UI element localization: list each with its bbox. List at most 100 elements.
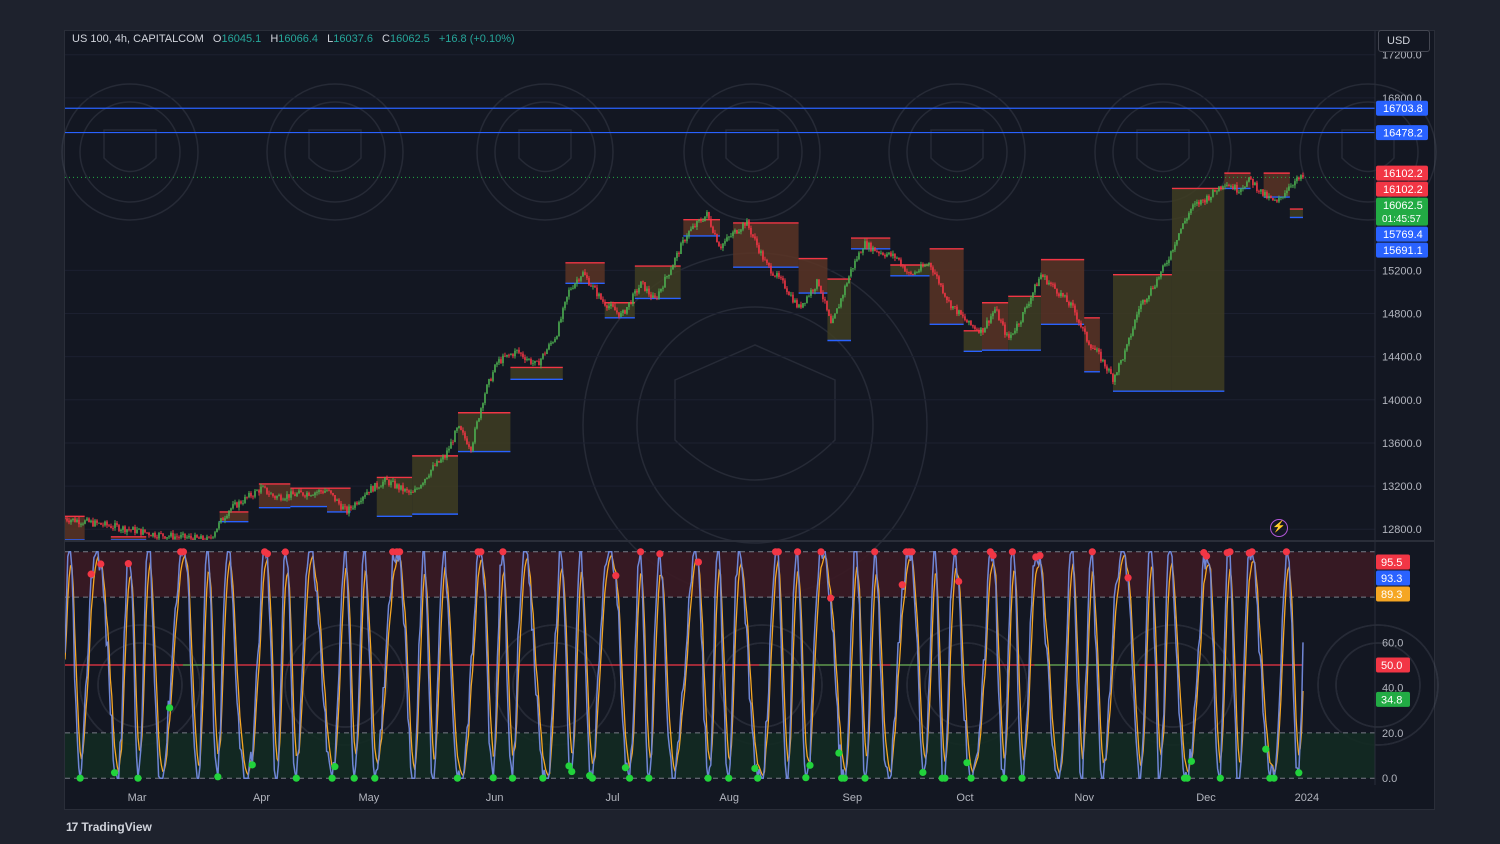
candle-body	[1160, 271, 1162, 278]
time-axis[interactable]: Mar Apr May Jun Jul Aug Sep Oct Nov Dec 2024	[128, 792, 1320, 804]
currency-button[interactable]: USD	[1378, 30, 1430, 52]
candle-body	[154, 532, 156, 538]
candle-body	[598, 293, 600, 297]
zone-demand	[963, 330, 982, 352]
zone-demand	[1113, 274, 1172, 392]
candle-body	[1048, 282, 1050, 285]
sell-signal-dot	[827, 594, 835, 602]
price-label-text: 16703.8	[1383, 103, 1423, 115]
candle-body	[1232, 186, 1234, 190]
candle-body	[672, 265, 674, 270]
candle-body	[188, 536, 190, 538]
candle-body	[1278, 197, 1280, 202]
candle-body	[1076, 312, 1078, 320]
candle-body	[180, 534, 182, 538]
candle-body	[526, 359, 528, 361]
time-tick-label: Oct	[956, 792, 973, 804]
candle-body	[688, 231, 690, 237]
oscillator-axis[interactable]: 80.060.040.020.00.0	[1382, 592, 1403, 785]
candle-body	[996, 309, 998, 311]
candle-body	[778, 273, 780, 278]
candle-body	[588, 278, 590, 286]
candle-body	[484, 393, 486, 404]
candle-body	[796, 300, 798, 308]
candle-body	[562, 308, 564, 319]
price-axis[interactable]: 17200.016800.015200.014800.014400.014000…	[1382, 50, 1422, 536]
candle-body	[590, 285, 592, 287]
candle-body	[1244, 186, 1246, 189]
candle-body	[146, 532, 148, 534]
candle-body	[402, 485, 404, 492]
buy-signal-dot	[645, 774, 653, 782]
candle-body	[444, 456, 446, 458]
zone-demand	[1008, 296, 1041, 351]
oscillator-label-text: 50.0	[1381, 660, 1402, 672]
candle-body	[968, 320, 970, 323]
candle-body	[874, 247, 876, 252]
lightning-icon[interactable]: ⚡	[1270, 519, 1288, 537]
sell-signal-dot	[396, 548, 404, 556]
candle-body	[646, 288, 648, 292]
candle-body	[1208, 195, 1210, 201]
candle-body	[1026, 306, 1028, 308]
candle-body	[1162, 265, 1164, 272]
candle-body	[850, 269, 852, 277]
candle-body	[940, 283, 942, 286]
candle-body	[1094, 348, 1096, 350]
candle-body	[842, 295, 844, 299]
candle-body	[104, 521, 106, 526]
candle-body	[734, 230, 736, 233]
symbol-legend[interactable]: US 100, 4h, CAPITALCOM O16045.1 H16066.4…	[72, 33, 515, 45]
candle-body	[758, 245, 760, 253]
candle-body	[1274, 200, 1276, 201]
candle-body	[1234, 185, 1236, 190]
candle-body	[164, 536, 166, 539]
candle-body	[694, 226, 696, 227]
oscillator-tick-label: 60.0	[1382, 637, 1403, 649]
candle-body	[1072, 302, 1074, 306]
candle-body	[1206, 195, 1208, 203]
candle-body	[378, 487, 380, 489]
candle-body	[516, 349, 518, 351]
candle-body	[1104, 359, 1106, 367]
candle-body	[560, 318, 562, 323]
candle-body	[554, 338, 556, 343]
candle-body	[1152, 288, 1154, 289]
candle-body	[784, 280, 786, 289]
candle-body	[836, 308, 838, 314]
candle-body	[740, 229, 742, 232]
candle-body	[172, 533, 174, 540]
candle-body	[434, 465, 436, 466]
zone-supply	[219, 511, 249, 522]
symbol-name[interactable]: US 100, 4h, CAPITALCOM	[72, 33, 204, 45]
candle-body	[1000, 320, 1002, 322]
candle-body	[820, 286, 822, 294]
candle-body	[998, 310, 1000, 321]
time-tick-label: Aug	[719, 792, 739, 804]
candle-body	[92, 520, 94, 527]
candle-body	[358, 502, 360, 505]
candle-body	[478, 418, 480, 422]
candle-body	[1266, 192, 1268, 199]
candle-body	[218, 522, 220, 529]
candle-body	[340, 503, 342, 510]
oscillator-label-tag: 50.0	[1376, 657, 1410, 673]
price-tick-label: 12800.0	[1382, 524, 1422, 536]
candle-body	[1256, 182, 1258, 191]
candle-body	[642, 281, 644, 283]
buy-signal-dot	[292, 774, 300, 782]
sell-signal-dot	[1124, 574, 1132, 582]
candle-body	[464, 432, 466, 439]
candle-body	[678, 252, 680, 254]
price-label-tag: 16062.5 01:45:57	[1376, 197, 1428, 226]
horizontal-levels[interactable]	[65, 107, 1375, 178]
watermark-logo	[476, 83, 614, 221]
candle-body	[750, 227, 752, 235]
candle-body	[718, 242, 720, 247]
candle-body	[274, 496, 276, 499]
candle-body	[1078, 319, 1080, 323]
candle-body	[160, 533, 162, 534]
tradingview-brand[interactable]: 17 TradingView	[66, 820, 152, 834]
candle-body	[768, 262, 770, 266]
